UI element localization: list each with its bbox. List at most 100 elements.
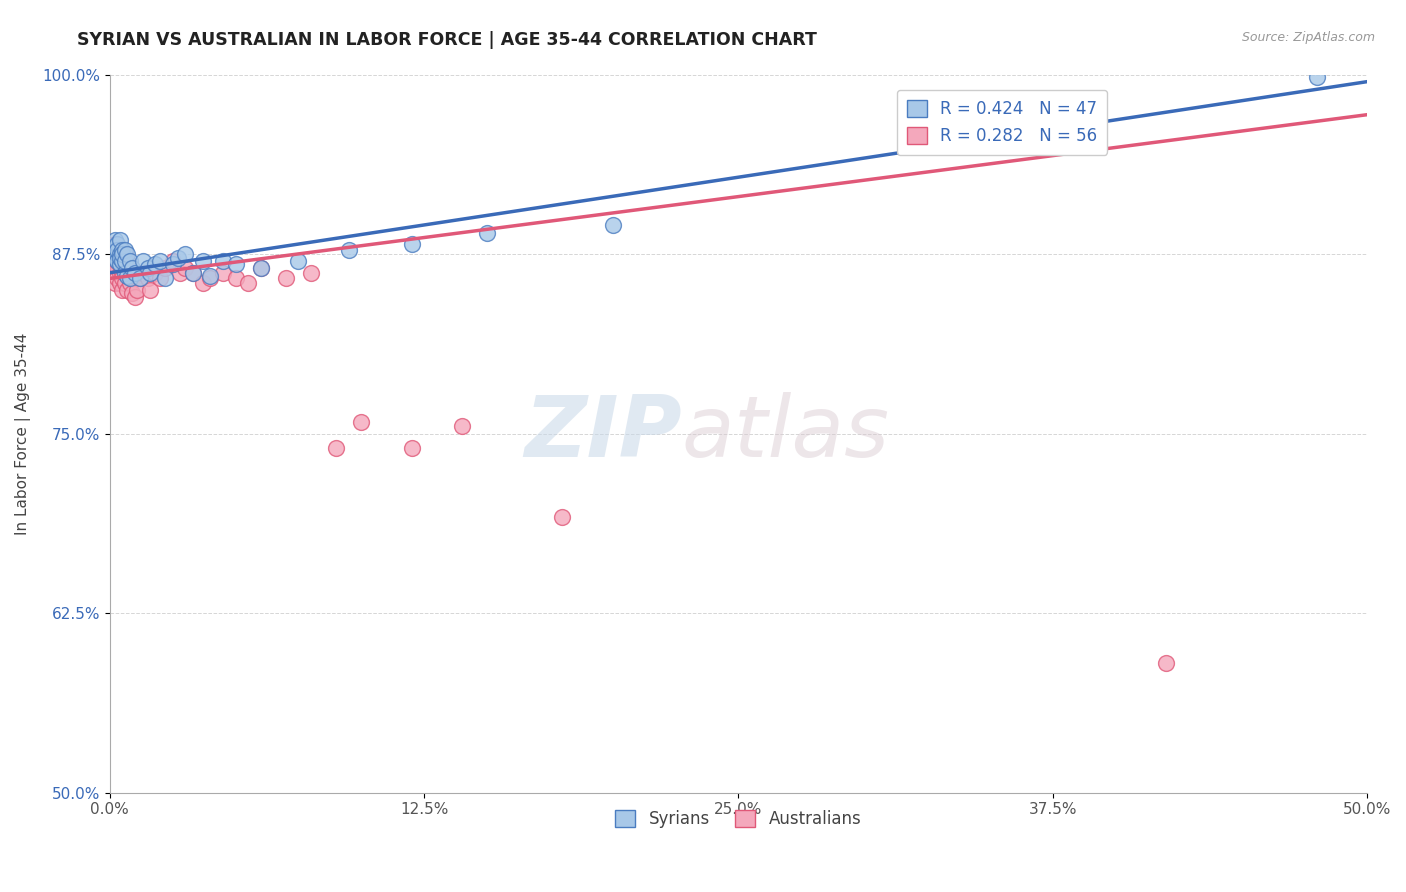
- Point: [121, 271, 143, 285]
- Point: [350, 415, 373, 429]
- Text: ZIP: ZIP: [524, 392, 682, 475]
- Point: [174, 261, 197, 276]
- Point: [118, 254, 141, 268]
- Point: [166, 252, 188, 266]
- Point: [602, 219, 624, 233]
- Point: [111, 243, 134, 257]
- Point: [104, 252, 127, 266]
- Point: [236, 276, 259, 290]
- Point: [101, 247, 124, 261]
- Point: [124, 266, 146, 280]
- Point: [136, 261, 159, 276]
- Legend: Syrians, Australians: Syrians, Australians: [609, 803, 868, 835]
- Point: [121, 261, 143, 276]
- Point: [249, 261, 271, 276]
- Point: [274, 271, 297, 285]
- Point: [153, 261, 176, 276]
- Point: [118, 266, 141, 280]
- Point: [181, 266, 204, 280]
- Point: [325, 441, 347, 455]
- Point: [129, 271, 152, 285]
- Point: [143, 257, 166, 271]
- Point: [143, 266, 166, 280]
- Point: [105, 237, 128, 252]
- Point: [149, 254, 172, 268]
- Text: Source: ZipAtlas.com: Source: ZipAtlas.com: [1241, 31, 1375, 45]
- Point: [225, 257, 247, 271]
- Point: [299, 266, 322, 280]
- Text: SYRIAN VS AUSTRALIAN IN LABOR FORCE | AGE 35-44 CORRELATION CHART: SYRIAN VS AUSTRALIAN IN LABOR FORCE | AG…: [77, 31, 817, 49]
- Point: [129, 271, 152, 285]
- Point: [200, 268, 222, 283]
- Point: [114, 266, 136, 280]
- Point: [139, 283, 162, 297]
- Point: [114, 276, 136, 290]
- Point: [450, 419, 472, 434]
- Point: [117, 266, 139, 280]
- Point: [191, 276, 214, 290]
- Point: [105, 261, 128, 276]
- Point: [105, 271, 128, 285]
- Text: atlas: atlas: [682, 392, 890, 475]
- Point: [136, 271, 159, 285]
- Point: [153, 271, 176, 285]
- Point: [104, 276, 127, 290]
- Point: [111, 271, 134, 285]
- Point: [105, 243, 128, 257]
- Point: [108, 247, 131, 261]
- Point: [117, 247, 139, 261]
- Point: [114, 257, 136, 271]
- Point: [131, 254, 153, 268]
- Point: [111, 247, 134, 261]
- Point: [111, 247, 134, 261]
- Point: [105, 254, 128, 268]
- Point: [108, 266, 131, 280]
- Point: [104, 243, 127, 257]
- Point: [105, 254, 128, 268]
- Point: [287, 254, 309, 268]
- Point: [111, 283, 134, 297]
- Point: [169, 266, 191, 280]
- Point: [1154, 657, 1177, 671]
- Point: [108, 257, 131, 271]
- Point: [127, 283, 149, 297]
- Point: [111, 266, 134, 280]
- Point: [124, 290, 146, 304]
- Point: [551, 509, 574, 524]
- Point: [108, 247, 131, 261]
- Point: [149, 271, 172, 285]
- Point: [108, 257, 131, 271]
- Point: [104, 254, 127, 268]
- Point: [191, 254, 214, 268]
- Point: [114, 243, 136, 257]
- Point: [101, 247, 124, 261]
- Point: [105, 247, 128, 261]
- Point: [200, 271, 222, 285]
- Point: [162, 254, 184, 268]
- Point: [181, 266, 204, 280]
- Point: [118, 276, 141, 290]
- Point: [117, 283, 139, 297]
- Point: [212, 266, 235, 280]
- Point: [117, 254, 139, 268]
- Point: [108, 252, 131, 266]
- Point: [118, 271, 141, 285]
- Point: [212, 254, 235, 268]
- Point: [162, 257, 184, 271]
- Point: [101, 257, 124, 271]
- Y-axis label: In Labor Force | Age 35-44: In Labor Force | Age 35-44: [15, 333, 31, 535]
- Point: [117, 268, 139, 283]
- Point: [114, 254, 136, 268]
- Point: [249, 261, 271, 276]
- Point: [111, 254, 134, 268]
- Point: [337, 243, 360, 257]
- Point: [401, 237, 423, 252]
- Point: [475, 226, 498, 240]
- Point: [104, 237, 127, 252]
- Point: [401, 441, 423, 455]
- Point: [114, 247, 136, 261]
- Point: [124, 266, 146, 280]
- Point: [225, 271, 247, 285]
- Point: [139, 266, 162, 280]
- Point: [101, 240, 124, 254]
